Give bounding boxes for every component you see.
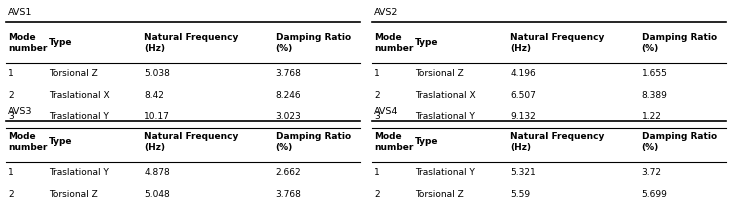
Text: AVS2: AVS2 — [374, 8, 398, 17]
Text: 3.023: 3.023 — [275, 112, 302, 121]
Text: 1: 1 — [8, 69, 14, 79]
Text: 2: 2 — [374, 190, 380, 199]
Text: AVS3: AVS3 — [8, 107, 32, 116]
Text: 8.389: 8.389 — [641, 91, 668, 100]
Text: AVS4: AVS4 — [374, 107, 398, 116]
Text: Mode
number: Mode number — [374, 33, 414, 53]
Text: 1: 1 — [374, 69, 380, 79]
Text: 5.59: 5.59 — [510, 190, 531, 199]
Text: 1.655: 1.655 — [641, 69, 668, 79]
Text: Type: Type — [415, 38, 438, 47]
Text: 5.038: 5.038 — [144, 69, 171, 79]
Text: Torsional Z: Torsional Z — [415, 69, 463, 79]
Text: Traslational Y: Traslational Y — [415, 168, 474, 177]
Text: 3.72: 3.72 — [641, 168, 662, 177]
Text: 3.768: 3.768 — [275, 69, 302, 79]
Text: Natural Frequency
(Hz): Natural Frequency (Hz) — [510, 33, 605, 53]
Text: 5.699: 5.699 — [641, 190, 668, 199]
Text: 10.17: 10.17 — [144, 112, 171, 121]
Text: 5.321: 5.321 — [510, 168, 537, 177]
Text: 6.507: 6.507 — [510, 91, 537, 100]
Text: 2: 2 — [8, 190, 14, 199]
Text: 3: 3 — [8, 112, 14, 121]
Text: Damping Ratio
(%): Damping Ratio (%) — [275, 33, 351, 53]
Text: 2: 2 — [8, 91, 14, 100]
Text: Natural Frequency
(Hz): Natural Frequency (Hz) — [144, 33, 239, 53]
Text: 3.768: 3.768 — [275, 190, 302, 199]
Text: 1: 1 — [8, 168, 14, 177]
Text: Mode
number: Mode number — [8, 132, 48, 152]
Text: 4.196: 4.196 — [510, 69, 537, 79]
Text: Traslational Y: Traslational Y — [49, 112, 108, 121]
Text: Damping Ratio
(%): Damping Ratio (%) — [641, 33, 717, 53]
Text: Traslational X: Traslational X — [49, 91, 109, 100]
Text: Natural Frequency
(Hz): Natural Frequency (Hz) — [510, 132, 605, 152]
Text: 4.878: 4.878 — [144, 168, 171, 177]
Text: 5.048: 5.048 — [144, 190, 171, 199]
Text: 2.662: 2.662 — [275, 168, 301, 177]
Text: Mode
number: Mode number — [374, 132, 414, 152]
Text: 2: 2 — [374, 91, 380, 100]
Text: Torsional Z: Torsional Z — [49, 69, 97, 79]
Text: 8.246: 8.246 — [275, 91, 301, 100]
Text: 1.22: 1.22 — [641, 112, 662, 121]
Text: Torsional Z: Torsional Z — [415, 190, 463, 199]
Text: Damping Ratio
(%): Damping Ratio (%) — [275, 132, 351, 152]
Text: Type: Type — [49, 38, 72, 47]
Text: AVS1: AVS1 — [8, 8, 32, 17]
Text: Traslational Y: Traslational Y — [49, 168, 108, 177]
Text: 1: 1 — [374, 168, 380, 177]
Text: Mode
number: Mode number — [8, 33, 48, 53]
Text: Traslational Y: Traslational Y — [415, 112, 474, 121]
Text: Damping Ratio
(%): Damping Ratio (%) — [641, 132, 717, 152]
Text: Traslational X: Traslational X — [415, 91, 475, 100]
Text: Type: Type — [415, 137, 438, 146]
Text: 8.42: 8.42 — [144, 91, 164, 100]
Text: 3: 3 — [374, 112, 380, 121]
Text: Type: Type — [49, 137, 72, 146]
Text: Torsional Z: Torsional Z — [49, 190, 97, 199]
Text: Natural Frequency
(Hz): Natural Frequency (Hz) — [144, 132, 239, 152]
Text: 9.132: 9.132 — [510, 112, 537, 121]
